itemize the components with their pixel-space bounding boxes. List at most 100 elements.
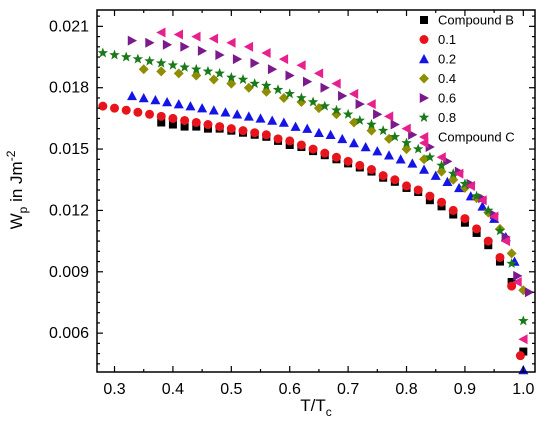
y-tick-label: 0.006 — [49, 325, 89, 342]
data-point-compound-c — [331, 78, 341, 89]
data-point-0-1 — [296, 140, 306, 150]
legend-label: 0.1 — [438, 32, 456, 47]
data-point-0-8 — [132, 53, 144, 64]
data-point-compound-c — [436, 152, 446, 163]
data-point-0-6 — [215, 49, 225, 60]
data-point-0-8 — [237, 74, 249, 84]
data-point-0-2 — [255, 113, 266, 123]
data-point-compound-c — [489, 211, 499, 222]
data-point-compound-c — [366, 99, 376, 110]
data-point-0-8 — [167, 59, 179, 70]
data-point-0-1 — [507, 281, 517, 291]
data-point-0-2 — [419, 164, 430, 174]
data-point-0-4 — [296, 97, 307, 108]
x-tick-label: 0.8 — [395, 381, 417, 398]
data-point-0-8 — [483, 204, 494, 215]
data-point-0-1 — [483, 236, 493, 246]
data-point-compound-c — [261, 47, 271, 58]
data-point-0-2 — [325, 129, 336, 140]
data-point-0-1 — [448, 205, 458, 215]
data-point-compound-c — [191, 31, 201, 42]
data-point-0-1 — [226, 124, 236, 134]
x-tick-label: 1.0 — [512, 381, 534, 398]
data-point-0-1 — [215, 122, 225, 132]
data-point-0-6 — [197, 45, 208, 56]
data-point-0-1 — [331, 152, 341, 162]
data-point-0-2 — [232, 109, 243, 119]
series-0-1 — [98, 101, 525, 361]
data-point-compound-c — [278, 54, 289, 65]
data-point-0-8 — [226, 71, 237, 82]
data-point-0-8 — [307, 96, 319, 107]
data-point-0-8 — [97, 47, 109, 58]
data-point-0-1 — [133, 107, 143, 117]
data-point-0-2 — [313, 127, 324, 137]
data-point-0-2 — [185, 101, 196, 111]
data-point-0-4 — [243, 82, 254, 93]
data-point-compound-c — [512, 277, 522, 288]
x-axis-title-sub: c — [326, 405, 332, 419]
legend-marker-0-2 — [419, 54, 429, 64]
data-point-0-6 — [524, 287, 535, 298]
legend-item-0-6: 0.6 — [419, 91, 456, 106]
x-tick-label: 0.4 — [162, 381, 184, 398]
data-point-0-6 — [355, 99, 365, 110]
legend-marker-0-8 — [418, 112, 430, 122]
data-point-0-2 — [302, 123, 313, 133]
data-point-0-2 — [454, 182, 465, 193]
data-point-compound-c — [208, 33, 219, 44]
data-point-0-1 — [168, 113, 178, 123]
data-point-compound-c — [313, 68, 324, 79]
data-marks — [97, 27, 535, 375]
data-point-0-1 — [250, 128, 260, 138]
data-point-0-8 — [109, 49, 120, 60]
data-point-0-6 — [390, 119, 400, 130]
legend: Compound B 0.1 0.2 0.4 0.6 0.8 Compound C — [418, 13, 515, 145]
y-tick-label: 0.018 — [49, 80, 89, 97]
y-axis-title: Wp in Jm-2 — [4, 150, 30, 229]
legend-item-0-1: 0.1 — [419, 32, 456, 47]
legend-item-compound-c: Compound C — [419, 130, 515, 145]
data-point-0-2 — [243, 111, 254, 121]
legend-item-0-4: 0.4 — [419, 71, 456, 86]
data-point-compound-b — [168, 120, 177, 129]
data-point-0-6 — [513, 270, 523, 281]
data-point-compound-c — [500, 236, 511, 247]
data-point-0-6 — [180, 41, 190, 52]
y-axis-title-rest: in Jm — [7, 161, 26, 206]
data-point-0-2 — [290, 121, 301, 131]
data-point-0-8 — [436, 159, 447, 170]
legend-marker-compound-c — [419, 132, 429, 142]
data-point-0-2 — [267, 115, 278, 125]
data-point-compound-c — [518, 334, 528, 345]
x-axis-title: T/Tc — [300, 396, 332, 419]
data-point-0-8 — [494, 225, 506, 236]
data-point-0-1 — [515, 351, 525, 361]
x-tick-label: 0.5 — [220, 381, 242, 398]
data-point-0-4 — [173, 68, 184, 79]
x-tick-label: 0.6 — [279, 381, 301, 398]
data-point-0-1 — [343, 156, 353, 166]
data-point-0-1 — [191, 117, 201, 127]
data-point-0-2 — [430, 170, 441, 180]
data-point-0-8 — [471, 190, 482, 201]
plot-frame — [96, 9, 536, 373]
series-0-8 — [97, 47, 529, 326]
data-point-compound-c — [296, 60, 306, 71]
legend-item-0-2: 0.2 — [419, 52, 456, 67]
data-point-0-2 — [127, 90, 138, 101]
data-point-0-2 — [337, 133, 348, 144]
data-point-0-1 — [425, 191, 435, 201]
data-point-0-2 — [384, 150, 394, 160]
legend-marker-compound-b — [420, 16, 428, 24]
series-compound-c — [156, 27, 528, 345]
data-point-0-1 — [495, 252, 505, 262]
data-point-0-8 — [448, 168, 459, 179]
data-point-0-8 — [424, 151, 436, 162]
legend-marker-0-1 — [419, 35, 429, 44]
legend-label: 0.2 — [438, 52, 456, 67]
data-point-compound-c — [226, 37, 236, 48]
data-point-0-8 — [354, 114, 366, 125]
